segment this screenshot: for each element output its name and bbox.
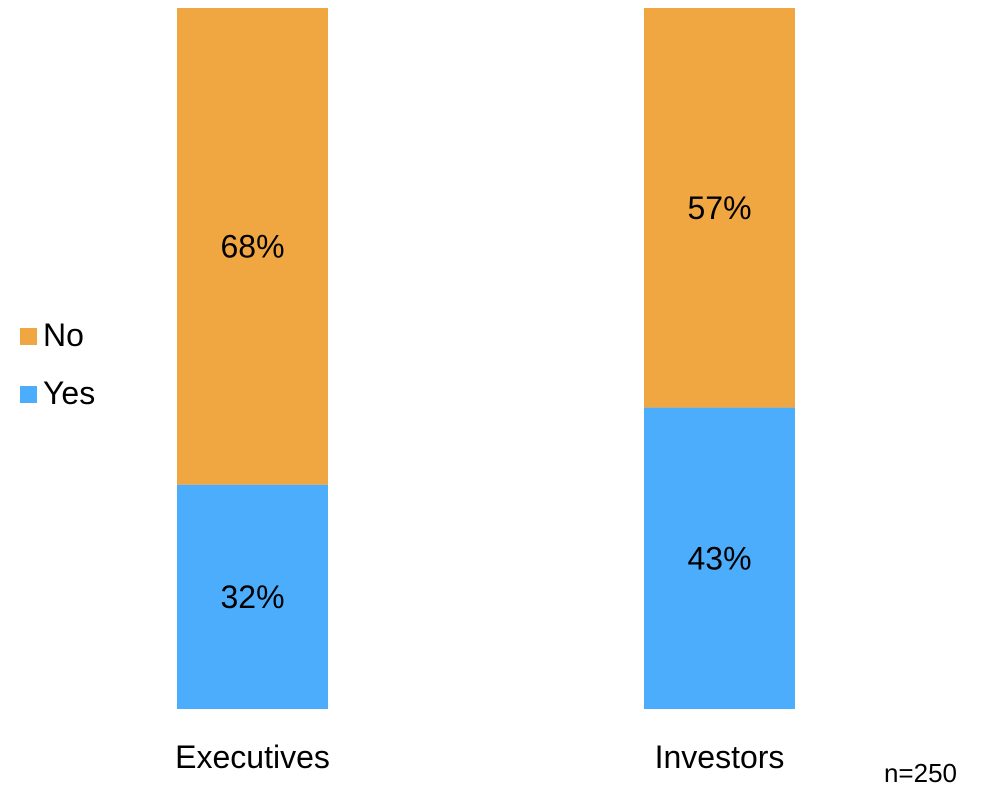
bar-investors-yes bbox=[644, 407, 795, 709]
legend-swatch-no bbox=[20, 327, 37, 345]
sample-size-note: n=250 bbox=[883, 758, 957, 788]
bar-investors-no bbox=[644, 8, 795, 408]
category-label-executives: Executives bbox=[175, 739, 330, 775]
legend-item-no: No bbox=[20, 306, 95, 364]
category-label-investors: Investors bbox=[655, 739, 785, 775]
bar-executives-no bbox=[177, 8, 328, 485]
legend: No Yes bbox=[20, 306, 95, 422]
legend-label-no: No bbox=[43, 316, 84, 353]
legend-label-yes: Yes bbox=[43, 374, 96, 411]
data-label-investors-no: 57% bbox=[687, 190, 751, 226]
data-label-executives-no: 68% bbox=[220, 228, 284, 264]
legend-swatch-yes bbox=[20, 385, 37, 403]
legend-item-yes: Yes bbox=[20, 364, 95, 422]
bar-executives-yes bbox=[177, 484, 328, 709]
data-label-investors-yes: 43% bbox=[687, 540, 751, 576]
data-label-executives-yes: 32% bbox=[220, 579, 284, 615]
